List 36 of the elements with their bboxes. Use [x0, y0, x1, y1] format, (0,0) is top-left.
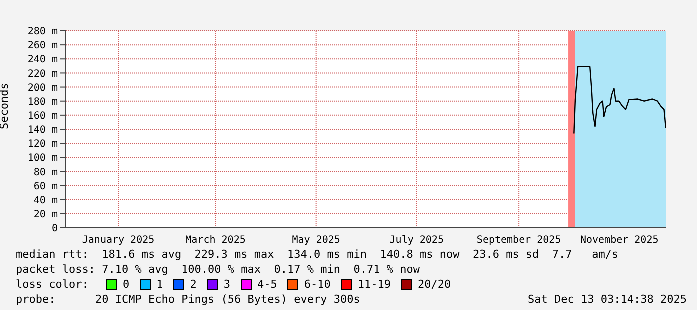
text: median rtt: 181.6 ms avg 229.3 ms max 134.0 ms min 140.8 ms now 23.6 ms sd 7.7 am/s [16, 248, 619, 261]
text: 20/20 [418, 278, 452, 291]
x-tick-label: January 2025 [82, 235, 155, 246]
text: packet loss: 7.10 % avg 100.00 % max 0.17 % min 0.71 % now [16, 263, 420, 276]
text: Sat Dec 13 03:14:38 2025 [528, 293, 687, 306]
y-tick-label: 140 m [28, 125, 58, 136]
y-tick-label: 280 m [28, 26, 58, 38]
x-tick-label: November 2025 [580, 235, 659, 246]
text: 6-10 [304, 278, 331, 291]
text: 1 [156, 278, 164, 291]
x-tick-label: September 2025 [476, 235, 562, 246]
y-tick-label: 100 m [28, 153, 58, 164]
y-tick-label: 0 [52, 224, 58, 235]
text: 11-19 [358, 278, 391, 291]
line-series [574, 66, 666, 134]
y-tick-label: 20 m [34, 209, 58, 220]
y-tick-label: 240 m [28, 54, 58, 66]
y-tick-label: 160 m [28, 110, 58, 122]
text: 2 [190, 278, 197, 291]
y-tick-label: 180 m [28, 96, 58, 108]
y-tick-label: 120 m [28, 139, 58, 150]
y-axis-title: Seconds [0, 83, 11, 130]
y-tick-label: 220 m [28, 68, 58, 80]
x-tick-label: May 2025 [292, 235, 340, 246]
y-tick-label: 200 m [28, 82, 58, 94]
text: probe: 20 ICMP Echo Pings (56 Bytes) every 300s [16, 293, 360, 306]
text: loss color: [16, 278, 90, 291]
y-tick-label: 260 m [28, 40, 58, 52]
x-tick-label: July 2025 [390, 235, 444, 246]
y-tick-label: 60 m [34, 181, 58, 192]
text: 3 [224, 278, 230, 291]
text: 0 [123, 278, 130, 291]
text: 4-5 [258, 278, 278, 291]
y-tick-label: 80 m [34, 167, 58, 178]
y-tick-label: 40 m [34, 195, 58, 206]
x-tick-label: March 2025 [186, 235, 246, 246]
